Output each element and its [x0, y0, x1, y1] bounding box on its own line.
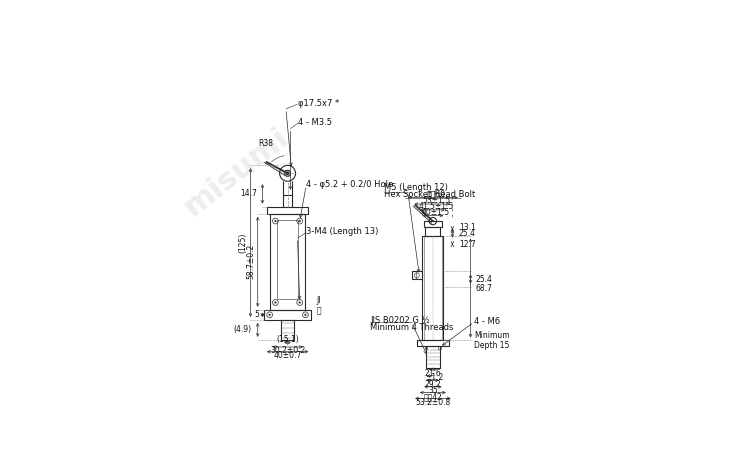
Bar	[271, 214, 304, 310]
Circle shape	[432, 220, 434, 222]
Bar	[422, 235, 443, 340]
Text: Hex Socket Head Bolt: Hex Socket Head Bolt	[384, 190, 476, 199]
Text: 41.5±1.5: 41.5±1.5	[419, 202, 454, 211]
Circle shape	[304, 313, 307, 316]
Text: 3-M4 (Length 13): 3-M4 (Length 13)	[306, 227, 379, 236]
Bar	[267, 207, 308, 214]
Text: 4 - M6: 4 - M6	[474, 317, 500, 326]
Text: JIS B0202 G ½: JIS B0202 G ½	[370, 316, 430, 325]
Text: 68.7: 68.7	[476, 283, 493, 292]
Text: (125): (125)	[238, 232, 247, 253]
Bar	[438, 346, 441, 349]
Circle shape	[274, 301, 277, 304]
Text: 25.4: 25.4	[459, 229, 476, 238]
Text: 14.7: 14.7	[240, 189, 256, 198]
Circle shape	[298, 220, 301, 222]
Bar	[264, 310, 311, 320]
Text: 最大60: 最大60	[427, 189, 446, 198]
Text: 58.7±0.2: 58.7±0.2	[247, 244, 256, 279]
Bar	[425, 227, 440, 235]
Bar	[281, 320, 294, 340]
Text: 40±1.5: 40±1.5	[422, 208, 450, 217]
Bar	[417, 340, 448, 346]
Bar	[413, 272, 422, 279]
Text: ±1.2: ±1.2	[425, 373, 444, 382]
Text: 53±1.5: 53±1.5	[422, 196, 451, 205]
Text: Minimum 4 Threads: Minimum 4 Threads	[370, 323, 453, 332]
Bar	[424, 346, 427, 349]
Text: 4 - φ5.2 + 0.2/0 Hole: 4 - φ5.2 + 0.2/0 Hole	[306, 180, 394, 189]
Text: 53.2±0.8: 53.2±0.8	[416, 398, 451, 407]
Text: φ17.5x7 *: φ17.5x7 *	[298, 99, 339, 108]
Text: M5 (Length 12): M5 (Length 12)	[384, 183, 448, 192]
Text: 40±0.7: 40±0.7	[274, 351, 302, 360]
Text: 30.2±0.2: 30.2±0.2	[270, 346, 305, 355]
Text: 21.6: 21.6	[424, 369, 441, 378]
Text: 4 - M3.5: 4 - M3.5	[298, 118, 332, 127]
Bar	[277, 220, 298, 299]
Text: 35: 35	[428, 386, 438, 395]
Circle shape	[268, 313, 271, 316]
Text: misumi: misumi	[178, 123, 294, 222]
Text: 13.1: 13.1	[459, 223, 476, 232]
Text: JI
江: JI 江	[316, 297, 321, 316]
Circle shape	[286, 171, 290, 175]
Text: (15.1): (15.1)	[276, 335, 299, 344]
Text: 5: 5	[255, 310, 260, 319]
Circle shape	[298, 301, 301, 304]
Text: (4.9): (4.9)	[233, 325, 251, 334]
Text: 最大42: 最大42	[424, 392, 442, 401]
Text: Minimum
Depth 15: Minimum Depth 15	[474, 331, 510, 350]
Text: 29.2: 29.2	[424, 380, 441, 389]
Text: 12.7: 12.7	[459, 240, 476, 249]
Text: R38: R38	[259, 139, 274, 148]
Bar	[426, 346, 439, 368]
Text: 25.4: 25.4	[476, 274, 493, 283]
Circle shape	[274, 220, 277, 222]
Bar	[424, 221, 442, 227]
